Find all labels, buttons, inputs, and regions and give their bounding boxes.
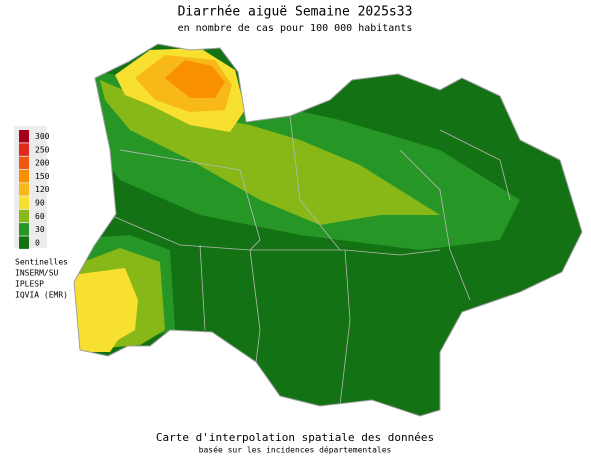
source-line: Sentinelles: [15, 258, 68, 267]
legend-swatch: [19, 236, 29, 249]
source-line: IPLESP: [15, 280, 44, 289]
legend-label: 0: [35, 238, 40, 247]
legend-label: 200: [35, 159, 50, 168]
legend-label: 90: [35, 199, 45, 208]
zone-yellow-sw: [74, 268, 138, 352]
source-line: IQVIA (EMR): [15, 291, 68, 300]
legend-label: 60: [35, 212, 45, 221]
legend-label: 250: [35, 145, 50, 154]
legend-label: 150: [35, 172, 50, 181]
legend-label: 30: [35, 225, 45, 234]
footer-line: basée sur les incidences départementales: [199, 445, 392, 455]
legend-label: 120: [35, 185, 50, 194]
legend-swatch: [19, 209, 29, 223]
legend-swatch: [19, 156, 29, 170]
footer-line: Carte d'interpolation spatiale des donné…: [156, 431, 434, 444]
zone-orange: [165, 60, 225, 98]
title: Diarrhée aiguë Semaine 2025s33: [178, 5, 413, 20]
sources: Sentinelles INSERM/SU IPLESP IQVIA (EMR): [15, 258, 68, 300]
legend-swatch: [19, 130, 29, 143]
map: [74, 44, 582, 416]
legend-swatch: [19, 183, 29, 196]
legend-swatch: [19, 143, 29, 156]
legend-swatch: [19, 169, 29, 183]
legend-swatch: [19, 196, 29, 209]
department-borders: [109, 115, 511, 406]
legend-swatch: [19, 223, 29, 236]
subtitle: en nombre de cas pour 100 000 habitants: [178, 23, 413, 34]
source-line: INSERM/SU: [15, 269, 59, 278]
legend-label: 300: [35, 132, 50, 141]
